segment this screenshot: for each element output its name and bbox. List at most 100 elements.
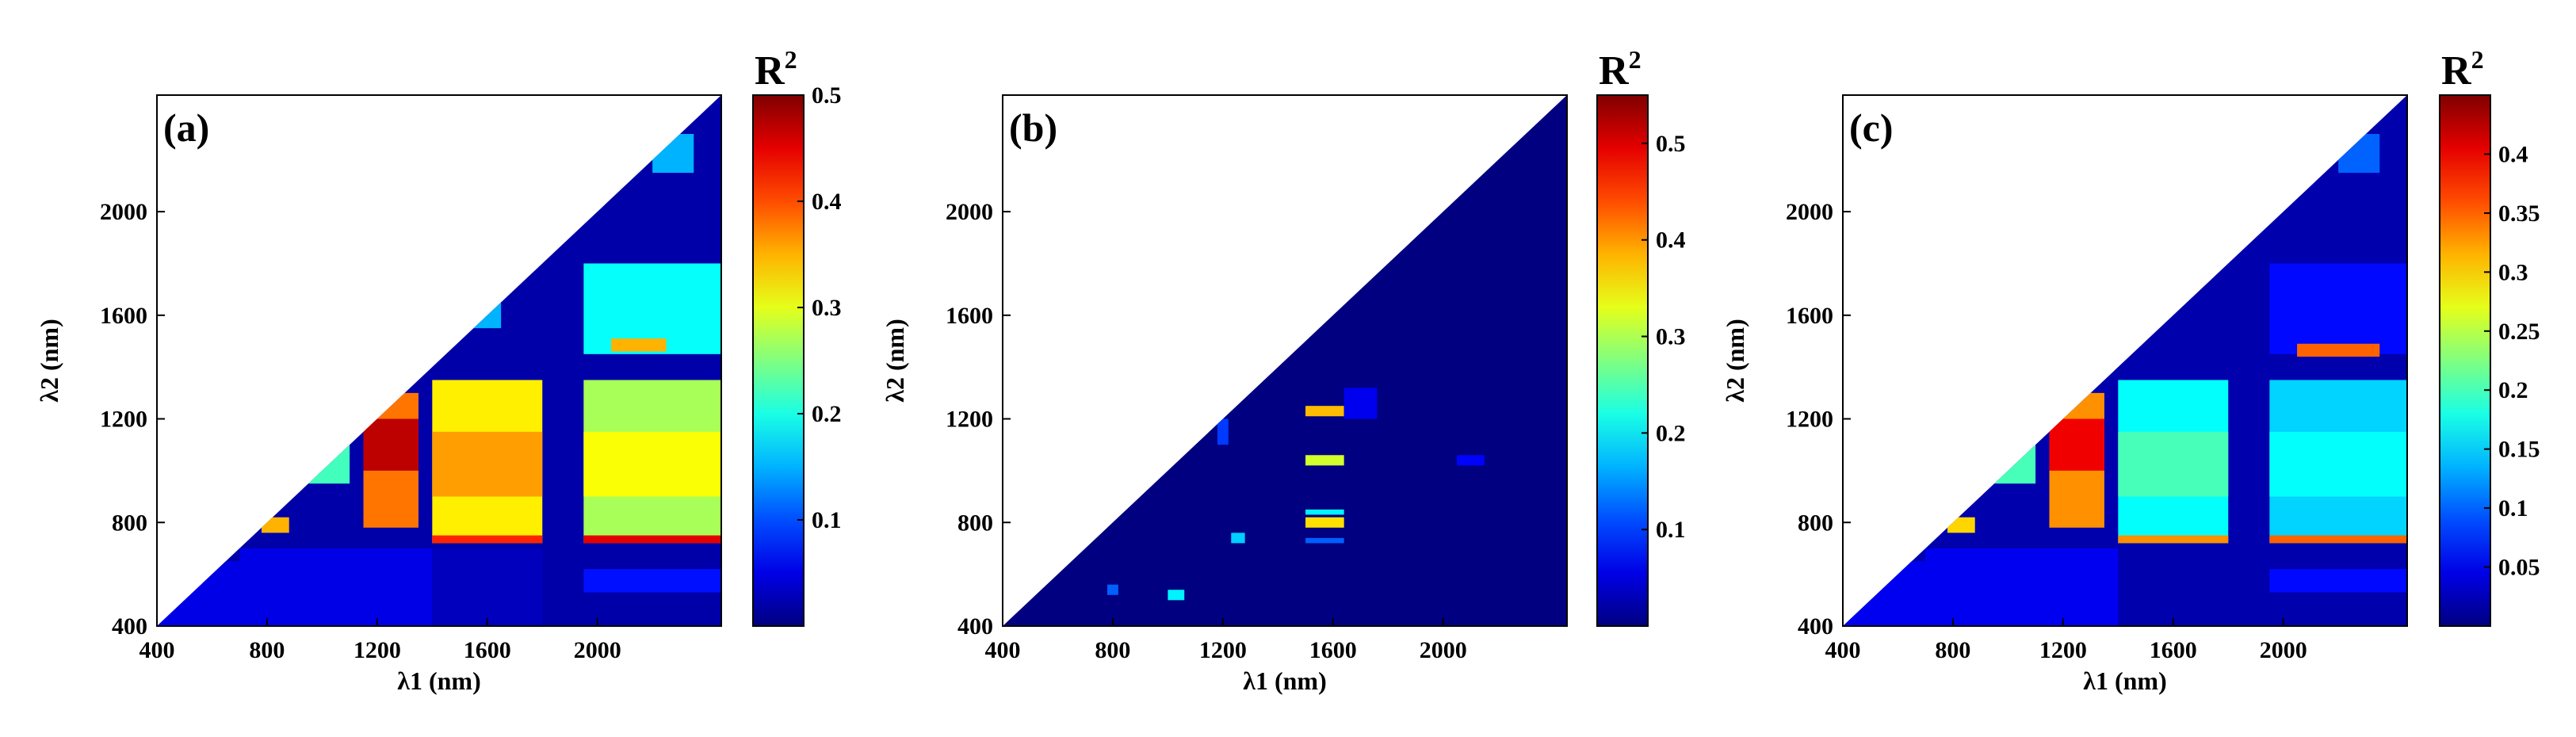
heatmap-cell (432, 535, 543, 544)
heatmap-cell (1994, 445, 2036, 484)
y-tick-label: 1200 (946, 407, 993, 433)
colorbar-tick-label: 0.25 (2498, 319, 2540, 345)
heatmap-cell (2049, 418, 2104, 471)
heatmap-background (1003, 95, 1567, 626)
x-tick-label: 800 (1095, 637, 1130, 663)
heatmap-cell (583, 431, 721, 497)
colorbar-tick-label: 0.2 (2498, 377, 2528, 403)
axes-frame (1842, 94, 2408, 627)
heatmap-cell (363, 418, 419, 471)
heatmap-cell (2118, 431, 2229, 497)
heatmap-area (1003, 95, 1567, 626)
y-tick-label: 800 (957, 510, 993, 536)
x-tick-label: 2000 (2260, 637, 2307, 663)
heatmap-cell (583, 569, 721, 593)
colorbar-title: R2 (1599, 45, 1642, 94)
y-tick-label: 2000 (946, 199, 993, 225)
x-tick-label: 2000 (574, 637, 621, 663)
colorbar (752, 94, 805, 627)
x-tick-label: 1600 (2150, 637, 2197, 663)
heatmap-cell (2269, 569, 2407, 593)
x-axis-label: λ1 (nm) (2083, 666, 2166, 695)
y-tick-label: 1600 (100, 303, 147, 329)
heatmap-cell (2269, 535, 2407, 544)
colorbar-tick-label: 0.1 (1656, 517, 1686, 543)
colorbar-tick-label: 0.1 (812, 507, 842, 533)
y-tick-label: 400 (957, 613, 993, 640)
heatmap-cell (1305, 509, 1344, 515)
panel-c: 400 800 1200 1600 2000 400 800 1200 1600 2000 λ1 (… (1721, 45, 2540, 695)
y-tick-label: 800 (1798, 510, 1833, 536)
colorbar-tick-label: 0.05 (2498, 555, 2540, 581)
heatmap-cell (2269, 431, 2407, 497)
panel-label: (c) (1849, 105, 1894, 150)
x-tick-label: 1600 (1309, 637, 1357, 663)
heatmap-cell (2269, 263, 2407, 354)
panel-a: 400 800 1200 1600 2000 400 800 1200 1600 2000 λ1 (… (35, 45, 842, 695)
colorbar-tick-label: 0.3 (2498, 259, 2528, 285)
y-tick-label: 1200 (1786, 407, 1833, 433)
colorbar (1596, 94, 1649, 627)
colorbar-title: R2 (755, 45, 797, 94)
y-tick-label: 1600 (1786, 303, 1833, 329)
heatmap-cell (157, 561, 240, 626)
heatmap-cell (1343, 388, 1378, 419)
colorbar-tick-label: 0.15 (2498, 437, 2540, 463)
x-axis-label: λ1 (nm) (397, 666, 480, 695)
heatmap-cell (1843, 561, 1926, 626)
colorbar (2439, 94, 2491, 627)
heatmap-cell (1217, 418, 1229, 445)
x-axis-label: λ1 (nm) (1243, 666, 1326, 695)
y-tick-label: 1200 (100, 407, 147, 433)
axes-frame (156, 94, 722, 627)
heatmap-cell (2338, 134, 2380, 174)
colorbar-tick-label: 0.5 (812, 82, 842, 109)
panel-label: (b) (1009, 105, 1057, 150)
heatmap-cell (308, 445, 350, 484)
heatmap-cell (1947, 517, 1975, 533)
heatmap-cell (652, 134, 694, 174)
heatmap-cell (611, 338, 667, 352)
colorbar-tick-label: 0.35 (2498, 200, 2540, 227)
colorbar-tick-label: 0.4 (812, 189, 842, 215)
y-tick-label: 2000 (1786, 199, 1833, 225)
x-tick-label: 1600 (464, 637, 511, 663)
x-tick-label: 1200 (354, 637, 401, 663)
panel-b: 400 800 1200 1600 2000 400 800 1200 1600 2000 λ1 (… (881, 45, 1686, 695)
heatmap-cell (2118, 535, 2229, 544)
heatmap-cell (2297, 343, 2380, 357)
heatmap-cell (1305, 406, 1344, 417)
x-tick-label: 1200 (2039, 637, 2087, 663)
heatmap-cell (1305, 537, 1344, 544)
x-tick-label: 400 (985, 637, 1021, 663)
colorbar-tick-label: 0.5 (1656, 131, 1686, 157)
heatmap-cell (1106, 584, 1118, 595)
x-tick-label: 1200 (1199, 637, 1247, 663)
y-axis-label: λ2 (nm) (881, 319, 909, 402)
axes-frame (1002, 94, 1568, 627)
colorbar-tick-label: 0.2 (812, 401, 842, 427)
y-tick-label: 400 (1798, 613, 1833, 640)
colorbar-tick-label: 0.1 (2498, 495, 2528, 521)
colorbar-tick-label: 0.4 (1656, 227, 1686, 254)
y-tick-label: 400 (112, 613, 147, 640)
x-tick-label: 800 (249, 637, 285, 663)
y-tick-label: 2000 (100, 199, 147, 225)
heatmap-background (1843, 95, 2407, 626)
heatmap-cell (432, 431, 543, 497)
x-tick-label: 2000 (1420, 637, 1467, 663)
y-axis-label: λ2 (nm) (35, 319, 63, 402)
y-tick-label: 800 (112, 510, 147, 536)
heatmap-cell (1168, 590, 1185, 601)
y-axis-label: λ2 (nm) (1721, 319, 1749, 402)
colorbar-tick-label: 0.2 (1656, 420, 1686, 446)
heatmap-cell (1305, 517, 1344, 528)
colorbar-tick-label: 0.3 (1656, 324, 1686, 350)
y-tick-label: 1600 (946, 303, 993, 329)
heatmap-cell (460, 289, 502, 329)
heatmap-cell (1925, 548, 2119, 626)
x-tick-label: 800 (1935, 637, 1970, 663)
heatmap-cell (1305, 455, 1344, 466)
heatmap-cell (239, 548, 433, 626)
